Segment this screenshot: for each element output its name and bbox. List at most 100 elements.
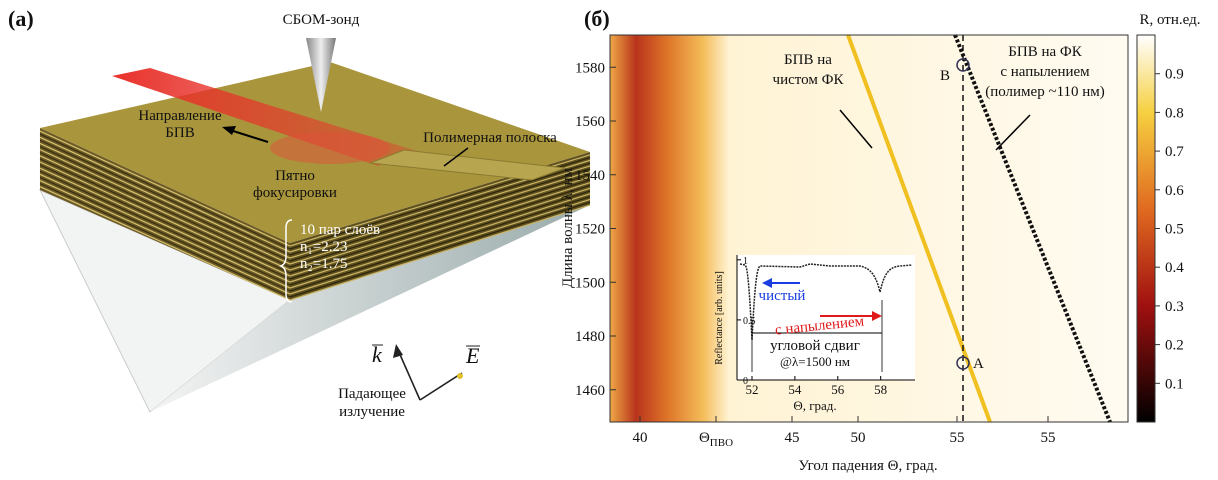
inset-y-label: Reflectance [arb. units] bbox=[714, 271, 725, 365]
y-tick-label: 1580 bbox=[575, 60, 605, 76]
brace bbox=[278, 219, 293, 303]
x-tick-label: 40 bbox=[633, 430, 648, 446]
annotation: с напылением bbox=[1000, 64, 1090, 80]
clean-label: чистый bbox=[759, 288, 806, 304]
y-tick-label: 1560 bbox=[575, 114, 605, 130]
direction-label: БПВ bbox=[165, 125, 194, 141]
colorbar-tick-label: 0.6 bbox=[1165, 183, 1184, 199]
shift-label: угловой сдвиг bbox=[770, 338, 860, 354]
panel-label: (a) bbox=[8, 6, 34, 31]
colorbar-tick-label: 0.9 bbox=[1165, 67, 1184, 83]
stripe bbox=[39, 164, 291, 280]
stripe bbox=[39, 139, 291, 256]
spot-label: фокусировки bbox=[253, 185, 337, 201]
reflectance-curve bbox=[739, 263, 913, 341]
stripe bbox=[39, 133, 291, 250]
arrowhead bbox=[393, 344, 403, 358]
stripe bbox=[289, 168, 591, 262]
stripe bbox=[289, 187, 591, 283]
focus-spot bbox=[270, 132, 390, 164]
incident-label: Падающее bbox=[338, 386, 406, 402]
stripe bbox=[39, 183, 291, 298]
arrowhead bbox=[872, 311, 882, 321]
stripe bbox=[39, 155, 291, 271]
prism-right bbox=[150, 205, 590, 412]
y-tick-label: 1520 bbox=[575, 222, 605, 238]
n1-label: n₁=2.23 bbox=[300, 239, 347, 255]
x-axis-label: Угол падения Θ, град. bbox=[798, 458, 937, 474]
stripe bbox=[39, 152, 291, 268]
stripe bbox=[39, 186, 291, 301]
annotation: чистом ФК bbox=[773, 72, 845, 88]
stripe bbox=[289, 196, 591, 292]
stripe bbox=[289, 198, 591, 295]
panel-a: (a) СБОМ-зонд Направление БПВ Пятно фоку… bbox=[8, 6, 591, 420]
y-tick-label: 1460 bbox=[575, 383, 605, 399]
k-label: k bbox=[372, 342, 383, 367]
x-tick-label: 50 bbox=[851, 430, 866, 446]
stripe bbox=[39, 136, 291, 253]
inset-y-tick-label: 0.5 bbox=[743, 316, 756, 327]
polymer-label: Полимерная полоска bbox=[423, 130, 557, 146]
layers-label: 10 пар слоёв bbox=[300, 222, 380, 238]
arrowhead bbox=[222, 126, 236, 135]
stripe bbox=[289, 190, 591, 286]
colorbar-tick-label: 0.4 bbox=[1165, 260, 1184, 276]
layer-stripes bbox=[39, 130, 591, 301]
probe bbox=[306, 38, 336, 112]
y-tick-label: 1500 bbox=[575, 275, 605, 291]
colorbar-tick-label: 0.3 bbox=[1165, 299, 1184, 315]
x-tick-label: 55 bbox=[950, 430, 965, 446]
k-vector bbox=[397, 349, 421, 401]
annotation: БПВ на ФК bbox=[1008, 44, 1082, 60]
stripe bbox=[39, 179, 291, 295]
stripe bbox=[289, 193, 591, 289]
stripe bbox=[289, 170, 591, 265]
wavelength-label: @λ=1500 нм bbox=[780, 354, 850, 369]
inset-x-tick-label: 54 bbox=[788, 382, 802, 397]
probe-label: СБОМ-зонд bbox=[283, 12, 360, 28]
direction-label: Направление bbox=[138, 108, 222, 124]
y-tick-label: 1540 bbox=[575, 168, 605, 184]
polymer-strip bbox=[369, 149, 566, 181]
dot bbox=[457, 373, 463, 379]
pointer bbox=[839, 109, 873, 149]
inset-x-tick-label: 56 bbox=[831, 382, 845, 397]
e-label: E bbox=[465, 343, 480, 368]
tick-sub: ПВО bbox=[710, 437, 733, 449]
point-label: A bbox=[973, 356, 984, 372]
stripe bbox=[289, 165, 591, 259]
stripe bbox=[289, 201, 591, 298]
stripe bbox=[39, 161, 291, 277]
spot-label: Пятно bbox=[275, 168, 315, 184]
n2-label: n₂=1.75 bbox=[300, 256, 347, 272]
x-tick-label: ΘПВО bbox=[699, 430, 733, 449]
coated-resonance bbox=[953, 34, 1112, 423]
annotation: БПВ на bbox=[784, 52, 832, 68]
annotation: (полимер ~110 нм) bbox=[985, 84, 1105, 100]
inset-y-tick-label: 0 bbox=[743, 376, 748, 387]
stripe bbox=[289, 204, 591, 301]
stripe bbox=[39, 158, 291, 274]
colorbar bbox=[1136, 34, 1156, 423]
panel-b: (б) БПВ на чистом ФК БПВ на ФК с напылен… bbox=[560, 6, 1200, 474]
point-label: B bbox=[940, 68, 950, 84]
stripe bbox=[39, 130, 291, 247]
point-a bbox=[956, 356, 970, 370]
stripe bbox=[39, 149, 291, 265]
inset-x-tick-label: 52 bbox=[746, 382, 759, 397]
colorbar-tick-label: 0.7 bbox=[1165, 144, 1184, 160]
colorbar-tick-label: 0.1 bbox=[1165, 376, 1184, 392]
stripe bbox=[289, 182, 591, 277]
direction-arrow bbox=[229, 129, 269, 143]
stripe bbox=[39, 142, 291, 259]
stripe bbox=[39, 173, 291, 289]
stripe bbox=[289, 184, 591, 280]
y-tick-label: 1480 bbox=[575, 329, 605, 345]
stripe bbox=[39, 167, 291, 283]
inset-y-tick-label: 1 bbox=[743, 256, 748, 267]
x-tick-label: 55 bbox=[1041, 430, 1056, 446]
stripe bbox=[289, 162, 591, 256]
point-b bbox=[956, 58, 970, 72]
